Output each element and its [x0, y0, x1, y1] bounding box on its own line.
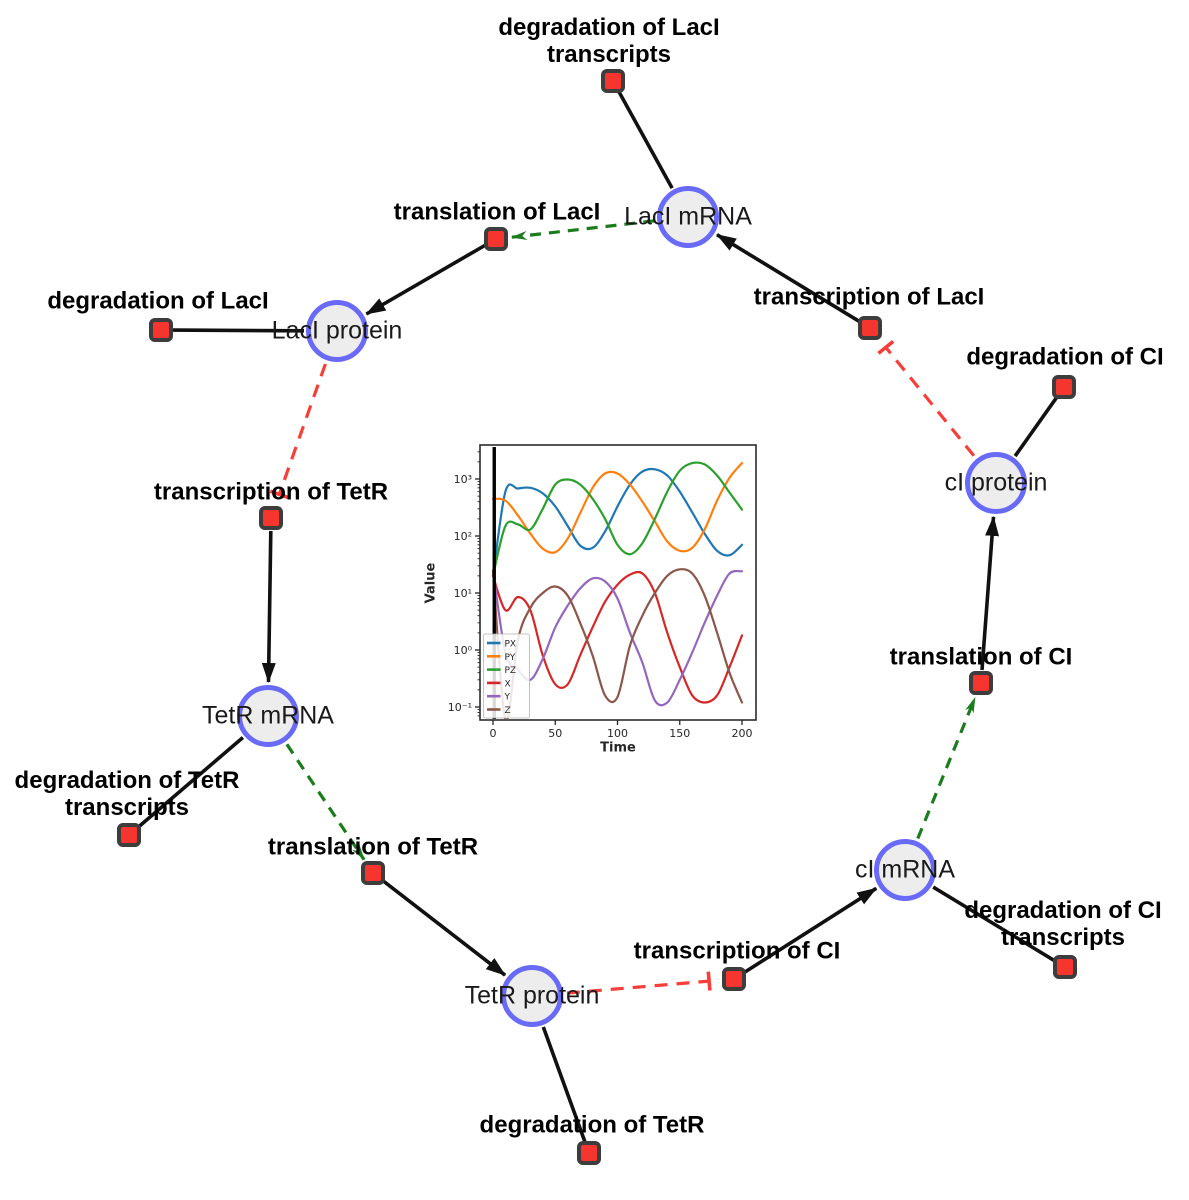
- curve-Z: [491, 568, 744, 719]
- species-node-cI_protein[interactable]: [965, 452, 1027, 514]
- edge-modifier-TetR_mRNA-to-translation_of_TetR: [285, 743, 366, 861]
- y-tick-label: 10²: [454, 530, 472, 543]
- reaction-label-line: transcription of LacI: [753, 283, 985, 311]
- edge-consumption-TetR_mRNA-to-degradation_of_TetR_transcripts: [136, 736, 245, 829]
- plot-ylabel: Value: [423, 562, 439, 604]
- reaction-label-line: transcripts: [1000, 924, 1126, 951]
- reaction-label-line: degradation of LacI: [47, 287, 269, 315]
- reaction-label-degradation_of_CI: degradation of CI: [966, 344, 1163, 371]
- reaction-label-line: degradation of CI: [966, 343, 1164, 371]
- reaction-label-line: transcripts: [546, 41, 672, 68]
- reaction-label-translation_of_LacI: translation of LacI: [394, 199, 601, 226]
- species-node-TetR_protein[interactable]: [501, 965, 563, 1027]
- x-tick-label: 200: [732, 727, 753, 740]
- species-node-LacI_mRNA[interactable]: [657, 186, 719, 248]
- x-tick-label: 50: [548, 727, 562, 740]
- species-label-TetR_protein: TetR protein: [464, 981, 600, 1010]
- edge-production-translation_of_CI-to-cI_protein: [980, 515, 1000, 671]
- reaction-node-degradation_of_LacI_transcripts[interactable]: [601, 69, 625, 93]
- legend-entry-Y: Y: [504, 693, 511, 703]
- y-tick-label: 10³: [454, 473, 472, 486]
- reaction-label-line: degradation of TetR: [14, 767, 240, 794]
- edge-inhibition-TetR_protein-to-transcription_of_CI: [566, 971, 712, 995]
- edge-production-translation_of_LacI-to-LacI_protein: [365, 243, 486, 316]
- curve-X: [491, 570, 744, 704]
- species-label-LacI_mRNA: LacI mRNA: [624, 202, 752, 231]
- species-label-TetR_mRNA: TetR mRNA: [202, 701, 334, 730]
- reaction-node-degradation_of_LacI[interactable]: [149, 318, 173, 342]
- reaction-label-line: degradation of CI: [964, 897, 1162, 924]
- species-label-cI_mRNA: cI mRNA: [855, 855, 955, 884]
- edge-inhibition-LacI_protein-to-transcription_of_TetR: [269, 363, 327, 500]
- reaction-label-line: transcription of CI: [633, 937, 841, 965]
- reaction-node-degradation_of_CI[interactable]: [1052, 375, 1076, 399]
- curve-Y: [491, 569, 744, 707]
- y-tick-label: 10⁰: [454, 644, 473, 657]
- reaction-label-degradation_of_TetR: degradation of TetR: [480, 1112, 705, 1139]
- reaction-label-translation_of_TetR: translation of TetR: [268, 834, 478, 861]
- reaction-label-degradation_of_CI_transcripts: degradation of CI transcripts: [964, 897, 1161, 951]
- legend-entry-PY: PY: [505, 653, 516, 663]
- reaction-label-line: degradation of LacI: [498, 14, 720, 41]
- legend-entry-X: X: [505, 679, 511, 689]
- plot-xlabel: Time: [600, 740, 636, 756]
- curve-PX: [491, 467, 744, 577]
- edge-modifier-cI_mRNA-to-translation_of_CI: [916, 696, 977, 840]
- legend-entry-PX: PX: [505, 640, 517, 650]
- reaction-label-transcription_of_TetR: transcription of TetR: [154, 479, 388, 506]
- species-node-LacI_protein[interactable]: [306, 300, 368, 362]
- species-node-cI_mRNA[interactable]: [874, 839, 936, 901]
- legend-entry-Z: Z: [505, 706, 511, 716]
- legend-entry-PZ: PZ: [505, 666, 517, 676]
- reaction-node-degradation_of_TetR_transcripts[interactable]: [117, 823, 141, 847]
- reaction-node-degradation_of_TetR[interactable]: [577, 1141, 601, 1165]
- curve-PZ: [491, 461, 744, 577]
- reaction-node-translation_of_CI[interactable]: [969, 671, 993, 695]
- edge-consumption-cI_mRNA-to-degradation_of_CI_transcripts: [932, 885, 1056, 963]
- reaction-label-translation_of_CI: translation of CI: [890, 644, 1073, 671]
- reaction-label-line: translation of CI: [889, 643, 1073, 671]
- reaction-label-line: transcription of TetR: [153, 478, 389, 506]
- reaction-node-translation_of_LacI[interactable]: [484, 227, 508, 251]
- reaction-label-line: degradation of TetR: [479, 1111, 705, 1139]
- reaction-label-line: translation of TetR: [267, 833, 479, 861]
- edge-modifier-LacI_mRNA-to-translation_of_LacI: [510, 219, 655, 240]
- edge-production-transcription_of_CI-to-cI_mRNA: [744, 886, 878, 974]
- reaction-label-line: translation of LacI: [393, 198, 601, 226]
- reaction-label-degradation_of_LacI_transcripts: degradation of LacI transcripts: [498, 14, 719, 68]
- species-label-cI_protein: cI protein: [944, 468, 1048, 497]
- reaction-label-degradation_of_TetR_transcripts: degradation of TetR transcripts: [15, 767, 240, 821]
- reaction-label-line: transcripts: [64, 794, 190, 821]
- reaction-node-transcription_of_LacI[interactable]: [858, 316, 882, 340]
- reaction-node-translation_of_TetR[interactable]: [361, 861, 385, 885]
- edge-production-translation_of_TetR-to-TetR_protein: [382, 879, 507, 977]
- y-tick-label: 10¹: [454, 587, 472, 600]
- edge-production-transcription_of_LacI-to-LacI_mRNA: [716, 233, 860, 323]
- reaction-node-transcription_of_TetR[interactable]: [259, 506, 283, 530]
- edge-consumption-LacI_protein-to-degradation_of_LacI: [172, 328, 305, 333]
- reaction-label-transcription_of_LacI: transcription of LacI: [754, 284, 985, 311]
- x-tick-label: 150: [669, 727, 690, 740]
- edge-consumption-TetR_protein-to-degradation_of_TetR: [541, 1026, 587, 1143]
- edge-production-transcription_of_TetR-to-TetR_mRNA: [261, 530, 276, 683]
- curve-PY: [491, 462, 744, 554]
- edge-inhibition-cI_protein-to-transcription_of_LacI: [877, 340, 976, 457]
- species-label-LacI_protein: LacI protein: [271, 316, 403, 345]
- x-tick-label: 0: [490, 727, 497, 740]
- x-tick-label: 100: [607, 727, 628, 740]
- edge-consumption-LacI_mRNA-to-degradation_of_LacI_transcripts: [617, 90, 674, 189]
- edge-consumption-cI_protein-to-degradation_of_CI: [1013, 395, 1059, 458]
- y-tick-label: 10⁻¹: [448, 701, 472, 714]
- species-node-TetR_mRNA[interactable]: [237, 685, 299, 747]
- reaction-node-transcription_of_CI[interactable]: [722, 967, 746, 991]
- reaction-label-transcription_of_CI: transcription of CI: [634, 938, 841, 965]
- reaction-node-degradation_of_CI_transcripts[interactable]: [1053, 955, 1077, 979]
- reaction-label-degradation_of_LacI: degradation of LacI: [47, 288, 268, 315]
